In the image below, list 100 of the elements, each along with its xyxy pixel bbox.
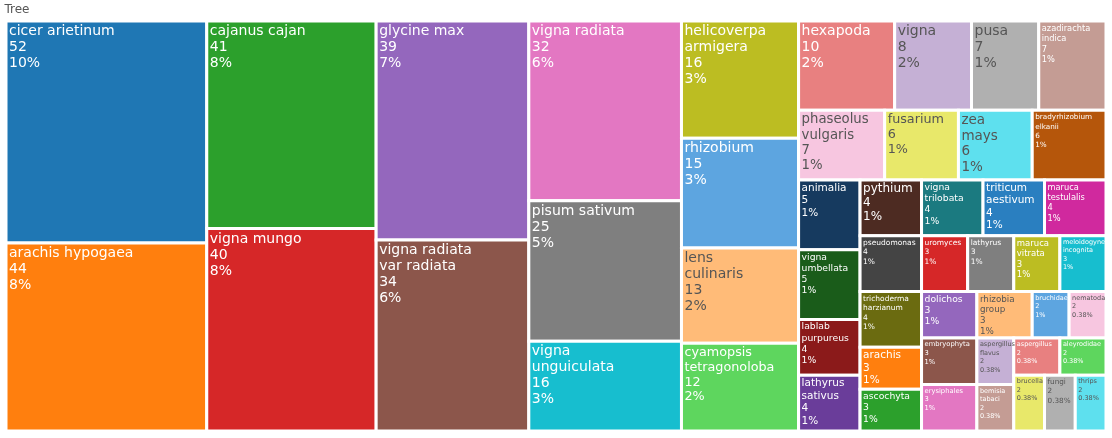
category-label: triticum aestivum (986, 180, 1035, 206)
data-label: 3 (924, 303, 931, 315)
data-label: 10 (801, 38, 820, 54)
text: 2% (897, 54, 920, 70)
category-label: maruca testulalis (1047, 181, 1085, 203)
text: 1% (924, 214, 940, 226)
category-label: rhizobium (684, 139, 754, 156)
data-label: 4 (924, 203, 931, 215)
category-label: cajanus cajan (209, 22, 306, 38)
category-label: vigna mungo (209, 229, 302, 246)
category-label: arachis hypogaea (9, 244, 134, 261)
data-label: 15 (684, 155, 703, 172)
category-label: ascochyta (863, 390, 911, 402)
data-label: 3 (1016, 258, 1023, 269)
text: 5% (531, 233, 555, 250)
text: 1% (863, 208, 883, 223)
text: 2% (684, 388, 705, 404)
data-label: 3 (979, 315, 986, 326)
data-label: 4 (801, 401, 809, 414)
text: 7% (379, 54, 402, 70)
category-label: pythium (863, 180, 913, 195)
text: 1% (801, 284, 817, 296)
category-label: vigna radiata (531, 22, 625, 38)
data-label: 52 (9, 38, 27, 54)
data-label: 6 (887, 126, 896, 141)
category-label: vigna unguiculata (531, 342, 615, 375)
data-label: 7 (1041, 43, 1047, 54)
category-label: lens culinaris (684, 248, 744, 281)
data-label: 6 (961, 142, 971, 159)
category-label: helicoverpa armigera (684, 22, 767, 54)
text: 6% (379, 289, 402, 306)
category-label: cicer arietinum (9, 22, 115, 38)
data-label: 41 (209, 38, 228, 54)
data-label: 32 (531, 38, 550, 54)
data-label: 4 (801, 342, 808, 354)
data-label: 3 (863, 401, 870, 413)
category-label: fusarium (887, 111, 944, 127)
category-label: vigna trilobata (924, 180, 964, 204)
text: 1% (961, 157, 983, 174)
category-label: cyamopsis tetragonoloba (684, 344, 775, 374)
category-label: arachis (863, 348, 902, 361)
text: 1% (1047, 212, 1061, 223)
text: 1% (801, 205, 819, 218)
text: 3% (684, 70, 707, 86)
category-label: pusa (974, 22, 1009, 38)
data-label: 13 (684, 280, 703, 297)
category-label: phaseolus vulgaris (801, 111, 869, 142)
data-label: 39 (379, 38, 397, 54)
category-label: dolichos (924, 292, 963, 304)
text: 3% (531, 390, 555, 407)
category-label: hexapoda (801, 22, 871, 38)
data-label: 40 (209, 245, 228, 262)
category-label: vigna radiata var radiata (379, 241, 472, 274)
data-label: 3 (863, 360, 870, 373)
data-label: 4 (863, 194, 871, 209)
text: 1% (1016, 269, 1031, 280)
data-label: 16 (684, 54, 703, 70)
data-label: 12 (684, 373, 701, 389)
category-label: maruca vitrata (1016, 237, 1050, 259)
text: 1% (801, 413, 819, 426)
text: 10% (9, 54, 41, 70)
data-label: 25 (531, 217, 550, 234)
data-label: 5 (801, 193, 809, 206)
data-label: 16 (531, 374, 550, 391)
data-label: 44 (9, 260, 27, 277)
text: 1% (887, 140, 908, 156)
text: 3% (684, 171, 707, 188)
data-label: 5 (801, 273, 808, 285)
text: 1% (974, 54, 997, 70)
category-label: vigna umbellata (801, 250, 849, 273)
data-label: 8 (897, 38, 907, 54)
category-label: zea mays (961, 111, 998, 143)
category-label: glycine max (379, 22, 465, 38)
text: 2% (801, 54, 824, 70)
text: 1% (801, 157, 823, 172)
text: 1% (801, 354, 817, 366)
data-label: 4 (986, 205, 994, 218)
category-label: rhizobia group (979, 293, 1015, 315)
data-label: 34 (379, 273, 398, 290)
text: 1% (1041, 53, 1055, 64)
text: 1% (986, 218, 1003, 231)
category-label: vigna (897, 22, 937, 38)
category-label: azadirachta indica (1041, 23, 1091, 44)
text: 1% (863, 373, 880, 386)
data-label: 7 (974, 38, 984, 54)
category-label: lablab purpureus (801, 320, 850, 343)
data-label: 7 (801, 141, 811, 157)
text: 1% (924, 315, 940, 327)
category-label: animalia (801, 180, 847, 193)
text: 8% (209, 54, 232, 70)
text: 1% (863, 412, 878, 424)
data-label: 4 (1047, 202, 1053, 213)
text: 8% (9, 276, 32, 293)
category-label: pisum sativum (531, 201, 635, 218)
text: 2% (684, 296, 707, 313)
text: 8% (209, 261, 232, 278)
category-label: lathyrus sativus (801, 376, 845, 401)
text: 1% (979, 325, 994, 336)
text: 6% (531, 54, 555, 70)
text: Tree (3, 1, 30, 16)
